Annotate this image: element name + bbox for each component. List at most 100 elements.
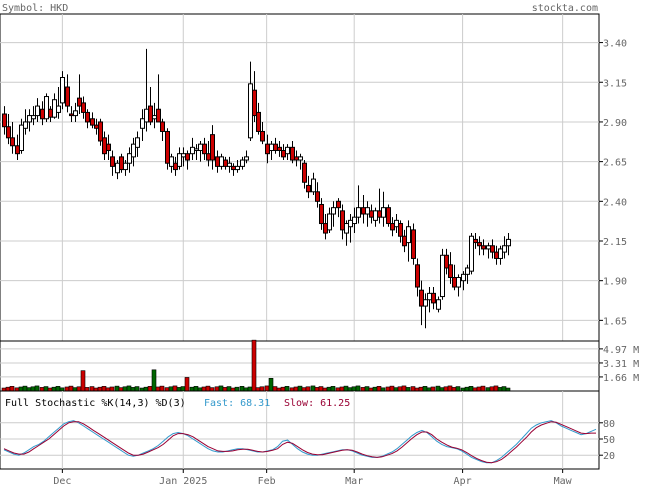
candle xyxy=(10,121,15,154)
volume-bar xyxy=(372,386,378,392)
candle xyxy=(119,153,124,173)
candle-body xyxy=(160,121,165,132)
volume-bar xyxy=(376,386,382,392)
volume-bar xyxy=(9,386,15,392)
volume-bar xyxy=(489,386,495,392)
candle xyxy=(169,153,174,173)
stochastic-line-slow xyxy=(3,421,596,464)
candle xyxy=(31,106,36,126)
volume-bar xyxy=(164,387,170,392)
candle-body xyxy=(69,113,74,117)
candle-body xyxy=(98,121,103,142)
candle xyxy=(477,236,482,256)
candle-body xyxy=(481,245,486,250)
volume-bar xyxy=(222,387,228,392)
candle-body xyxy=(269,143,274,152)
stochastic-panel: 80 50 20 Full Stochastic %K(14,3) %D(3) Fa… xyxy=(0,390,615,470)
volume-bar xyxy=(264,385,270,392)
candle xyxy=(60,71,65,110)
volume-bar xyxy=(360,387,366,392)
price-tick-label: 3.15 xyxy=(603,78,627,89)
candle-body xyxy=(52,99,57,118)
candle xyxy=(340,204,345,240)
x-tick-label: Mar xyxy=(345,476,363,486)
volume-bar xyxy=(339,386,345,392)
volume-bar xyxy=(280,386,286,392)
candle-body xyxy=(177,153,182,167)
candle-body xyxy=(373,210,378,221)
x-tick-label: Feb xyxy=(258,476,276,486)
candle-body xyxy=(144,108,149,123)
candle-body xyxy=(44,96,49,120)
candle xyxy=(411,223,416,265)
volume-bar xyxy=(401,385,407,392)
candle xyxy=(456,274,461,297)
candle-body xyxy=(140,118,145,129)
fast-legend: Fast: 68.31 xyxy=(204,398,270,409)
candle-body xyxy=(461,273,466,282)
candle xyxy=(131,137,136,167)
candle-body xyxy=(15,145,20,155)
volume-bar xyxy=(176,387,182,392)
volume-bar xyxy=(34,385,40,392)
candle-body xyxy=(352,216,357,225)
candle-body xyxy=(265,143,270,155)
candle-body xyxy=(348,219,353,228)
volume-bar xyxy=(251,339,257,392)
candle-body xyxy=(369,210,374,218)
volume-bar xyxy=(347,387,353,392)
stochastic-tick-label: 50 xyxy=(603,435,615,446)
stochastic-tick-label: 20 xyxy=(603,451,615,462)
candle-body xyxy=(173,162,178,171)
candle-body xyxy=(502,245,507,253)
candle xyxy=(148,87,153,126)
candle-body xyxy=(148,105,153,123)
candle xyxy=(440,248,445,300)
price-panel: 3.40 3.15 2.90 2.65 2.40 2.15 1.90 1.65 xyxy=(0,13,627,342)
volume-bar xyxy=(147,386,153,392)
candle-body xyxy=(298,156,303,161)
candle-body xyxy=(281,150,286,158)
volume-bar xyxy=(480,385,486,392)
candle-body xyxy=(448,264,453,279)
stochastic-lines xyxy=(3,420,597,464)
candle-body xyxy=(202,143,207,155)
volume-bar xyxy=(435,385,441,392)
candle xyxy=(123,160,128,176)
candle xyxy=(85,109,90,129)
volume-bar xyxy=(209,387,215,392)
candle-body xyxy=(106,143,111,152)
candle xyxy=(160,118,165,141)
candle xyxy=(327,207,332,234)
candle-body xyxy=(315,191,320,202)
candle-body xyxy=(244,156,249,161)
volume-bar xyxy=(39,387,45,392)
candle-body xyxy=(60,76,65,104)
candle-body xyxy=(444,254,449,269)
volume-bar xyxy=(268,377,274,392)
candle-body xyxy=(235,165,240,171)
candle xyxy=(336,198,341,218)
candle-body xyxy=(127,153,132,164)
volume-bar xyxy=(355,385,361,392)
candle-body xyxy=(110,156,115,167)
volume-bar xyxy=(184,377,190,392)
candle-body xyxy=(361,207,366,215)
price-tick-label: 1.90 xyxy=(603,277,627,288)
candle-body xyxy=(427,292,432,301)
volume-bar xyxy=(318,386,324,392)
price-tick-label: 2.65 xyxy=(603,158,627,169)
candle-body xyxy=(23,121,28,129)
candle xyxy=(256,102,261,135)
volume-bar xyxy=(193,386,199,392)
candle-body xyxy=(156,108,161,123)
x-axis: Dec Jan 2025 Feb Mar Apr Maw xyxy=(53,469,573,486)
volume-bar xyxy=(364,386,370,392)
volume-bar xyxy=(114,385,120,392)
candle xyxy=(19,118,24,154)
candle-body xyxy=(185,153,190,161)
volume-bar xyxy=(30,386,36,392)
volume-bar xyxy=(84,387,90,392)
candle-body xyxy=(290,146,295,161)
candle-body xyxy=(227,162,232,167)
